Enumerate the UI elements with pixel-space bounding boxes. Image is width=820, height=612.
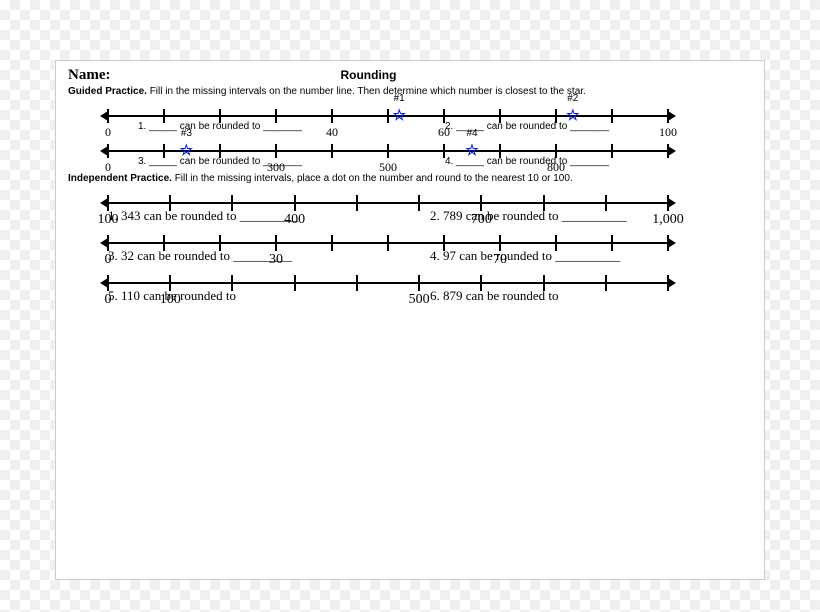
star-tag: #2 <box>567 93 578 104</box>
number-line-4: 03070 <box>108 242 668 244</box>
independent-instructions: Independent Practice. Fill in the missin… <box>68 173 752 184</box>
star-tag: #1 <box>394 93 405 104</box>
star-icon: ☆ <box>465 141 478 159</box>
tick-label: 0 <box>105 292 112 308</box>
star-tag: #3 <box>181 128 192 139</box>
tick-label: 400 <box>284 212 305 228</box>
tick-label: 30 <box>269 252 283 268</box>
tick-label: 100 <box>659 125 677 140</box>
tick-label: 500 <box>379 160 397 175</box>
tick-label: 300 <box>267 160 285 175</box>
question-9: 5. 110 can be rounded to <box>108 288 430 304</box>
question-5: 1. 343 can be rounded to _________ <box>108 208 430 224</box>
star-icon: ☆ <box>180 141 193 159</box>
number-line-1: 04060100#1☆#2☆ <box>108 115 668 117</box>
questions-7-8: 3. 32 can be rounded to _________ 4. 97 … <box>108 248 752 264</box>
tick-label: 0 <box>105 125 111 140</box>
indep-text: Fill in the missing intervals, place a d… <box>172 173 573 184</box>
question-10: 6. 879 can be rounded to <box>430 288 752 304</box>
question-2: 2. _____ can be rounded to _______ <box>445 121 752 132</box>
name-label: Name: <box>68 67 110 84</box>
tick-label: 70 <box>493 252 507 268</box>
guided-instructions: Guided Practice. Fill in the missing int… <box>68 86 752 97</box>
header-row: Name: Rounding <box>68 67 752 84</box>
worksheet: Name: Rounding Guided Practice. Fill in … <box>55 60 765 580</box>
number-line-5: 0100500 <box>108 282 668 284</box>
tick-label: 100 <box>160 292 181 308</box>
tick-label: 40 <box>326 125 338 140</box>
indep-label: Independent Practice. <box>68 173 172 184</box>
star-tag: #4 <box>466 128 477 139</box>
question-8: 4. 97 can be rounded to __________ <box>430 248 752 264</box>
tick-label: 60 <box>438 125 450 140</box>
questions-9-10: 5. 110 can be rounded to 6. 879 can be r… <box>108 288 752 304</box>
tick-label: 500 <box>409 292 430 308</box>
tick-label: 1,000 <box>652 212 684 228</box>
star-icon: ☆ <box>566 106 579 124</box>
tick-label: 0 <box>105 252 112 268</box>
guided-label: Guided Practice. <box>68 86 147 97</box>
questions-3-4: 3. _____ can be rounded to _______ 4. __… <box>138 156 752 167</box>
tick-label: 800 <box>547 160 565 175</box>
number-line-3: 1004007001,000 <box>108 202 668 204</box>
tick-label: 100 <box>98 212 119 228</box>
tick-label: 0 <box>105 160 111 175</box>
question-4: 4. _____ can be rounded to _______ <box>445 156 752 167</box>
star-icon: ☆ <box>392 106 405 124</box>
tick-label: 700 <box>471 212 492 228</box>
number-line-2: 0300500800#3☆#4☆ <box>108 150 668 152</box>
worksheet-title: Rounding <box>340 68 396 82</box>
guided-text: Fill in the missing intervals on the num… <box>147 86 586 97</box>
